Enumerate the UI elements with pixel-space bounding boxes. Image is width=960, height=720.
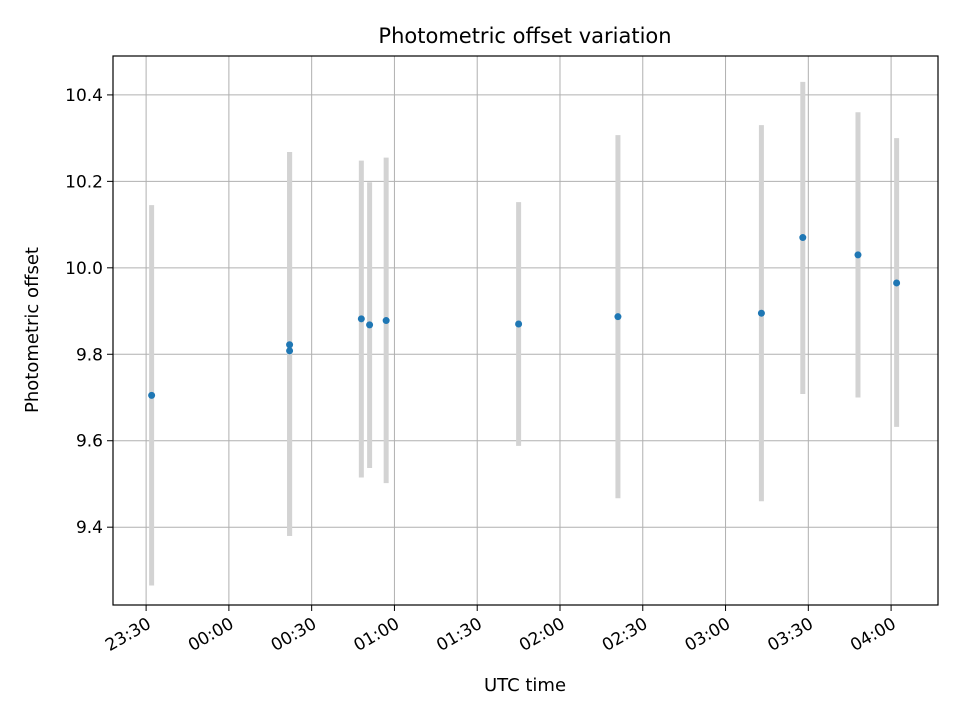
- x-tick-label: 02:00: [516, 614, 568, 656]
- x-tick-label: 00:30: [268, 614, 320, 656]
- y-tick-label: 9.6: [76, 432, 103, 452]
- y-tick-label: 9.4: [76, 518, 103, 538]
- data-point: [382, 317, 390, 325]
- axis-ticks: 23:30 00:00 00:30 01:00 01:30 02:00 02:30 03:00…: [65, 86, 899, 656]
- x-tick-label: 01:00: [351, 614, 403, 656]
- x-tick-label: 03:30: [764, 614, 816, 656]
- data-point: [893, 279, 901, 287]
- data-point: [854, 251, 862, 259]
- x-tick-label: 00:00: [185, 614, 237, 656]
- x-tick-label: 01:30: [433, 614, 485, 656]
- x-tick-label: 03:00: [682, 614, 734, 656]
- data-points: [148, 234, 901, 399]
- chart-title: Photometric offset variation: [378, 24, 671, 48]
- data-point: [148, 391, 156, 399]
- data-point: [799, 234, 807, 242]
- x-tick-label: 23:30: [102, 614, 154, 656]
- data-point: [286, 347, 294, 355]
- plot-frame: [112, 55, 939, 606]
- x-axis-label: UTC time: [484, 675, 566, 696]
- data-point: [366, 321, 374, 329]
- grid: [113, 56, 938, 605]
- data-point: [515, 320, 523, 328]
- x-tick-label: 02:30: [599, 614, 651, 656]
- x-tick-label: 04:00: [847, 614, 899, 656]
- y-tick-label: 10.2: [65, 172, 103, 192]
- y-tick-label: 9.8: [76, 345, 103, 365]
- y-tick-label: 10.4: [65, 86, 103, 106]
- data-point: [286, 341, 294, 349]
- y-axis-label: Photometric offset: [22, 247, 43, 413]
- data-point: [357, 315, 365, 323]
- data-point: [757, 309, 765, 317]
- data-point: [614, 313, 622, 321]
- error-bars: [149, 81, 900, 586]
- y-tick-label: 10.0: [65, 259, 103, 279]
